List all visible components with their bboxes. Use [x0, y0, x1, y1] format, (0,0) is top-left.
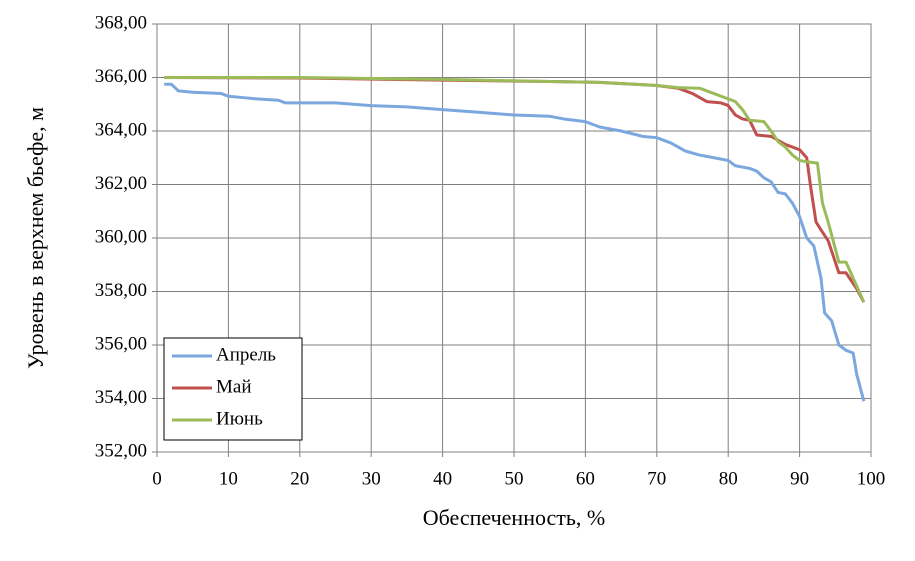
x-tick-label: 90 — [790, 468, 809, 489]
data-line — [164, 82, 866, 402]
y-tick-label: 354,00 — [95, 387, 147, 408]
legend-label: Июнь — [216, 408, 263, 429]
legend-label: Май — [216, 376, 252, 397]
x-tick-label: 50 — [505, 468, 524, 489]
x-tick-label: 0 — [152, 468, 162, 489]
plot-frame — [156, 23, 872, 453]
x-tick-label: 40 — [433, 468, 452, 489]
x-tick-label: 80 — [719, 468, 738, 489]
y-axis-title: Уровень в верхнем бьефе, м — [23, 107, 48, 369]
x-tick-label: 70 — [647, 468, 666, 489]
x-tick-label: 100 — [857, 468, 886, 489]
y-tick-label: 364,00 — [95, 119, 147, 140]
y-tick-label: 368,00 — [95, 12, 147, 33]
y-tick-label: 360,00 — [95, 226, 147, 247]
x-tick-label: 60 — [576, 468, 595, 489]
y-tick-label: 362,00 — [95, 173, 147, 194]
y-tick-label: 366,00 — [95, 66, 147, 87]
y-tick-label: 356,00 — [95, 333, 147, 354]
x-tick-label: 10 — [219, 468, 238, 489]
y-tick-label: 352,00 — [95, 440, 147, 461]
y-tick-label: 358,00 — [95, 280, 147, 301]
x-tick-label: 20 — [290, 468, 309, 489]
x-tick-label: 30 — [362, 468, 381, 489]
data-line — [164, 76, 866, 303]
legend-label: Апрель — [216, 344, 276, 365]
x-axis-title: Обеспеченность, % — [423, 505, 606, 530]
